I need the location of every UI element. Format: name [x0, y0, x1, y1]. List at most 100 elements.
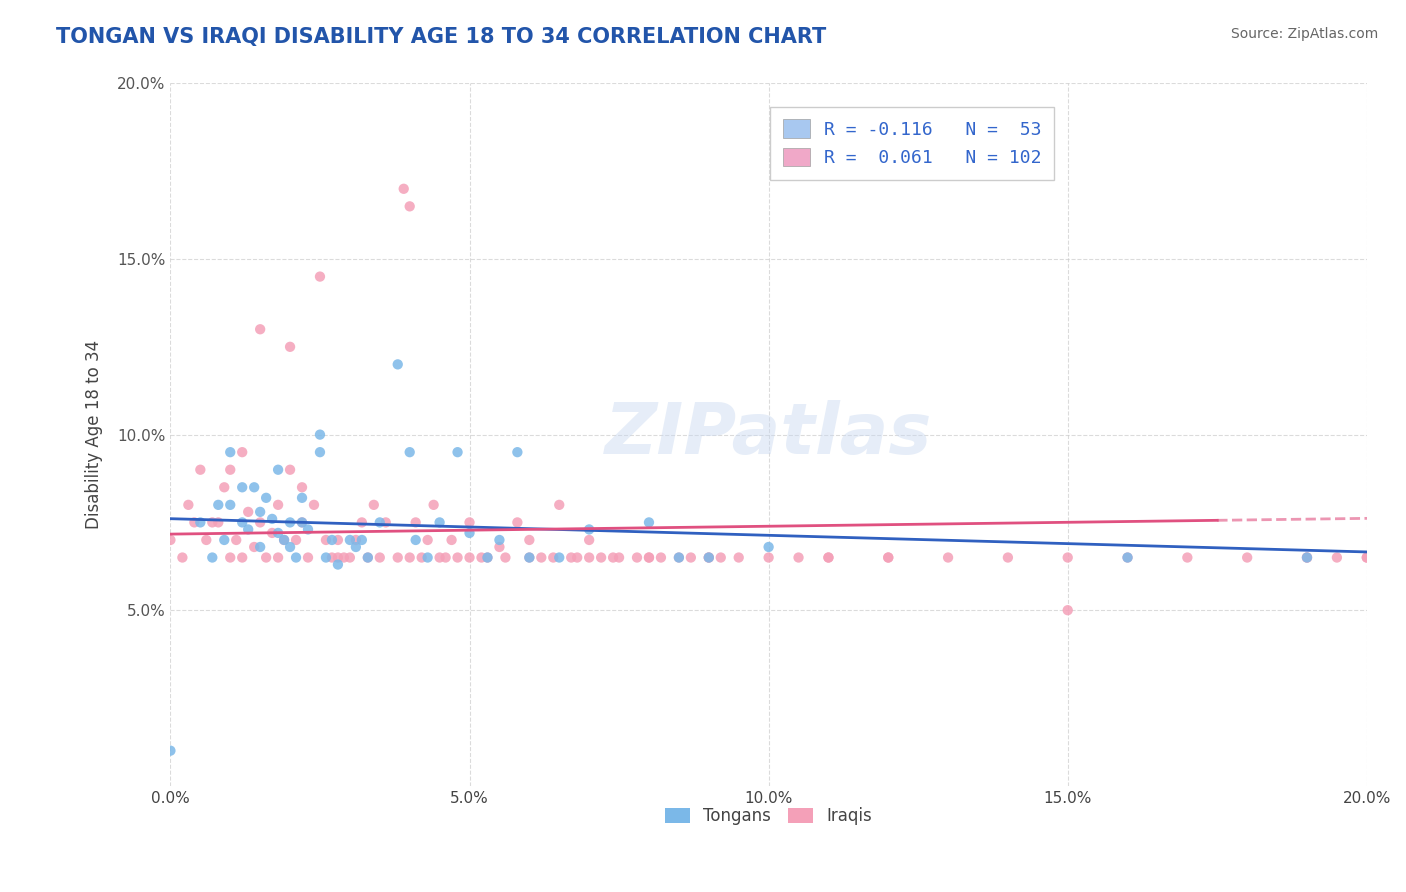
Point: [936, 550, 959, 565]
Point: [273, 533, 295, 547]
Point: [177, 498, 200, 512]
Point: [350, 533, 373, 547]
Point: [517, 550, 540, 565]
Point: [548, 550, 571, 565]
Point: [231, 480, 253, 494]
Point: [344, 540, 367, 554]
Point: [357, 550, 380, 565]
Point: [188, 516, 211, 530]
Point: [477, 550, 499, 565]
Point: [339, 550, 361, 565]
Point: [231, 445, 253, 459]
Point: [214, 533, 236, 547]
Point: [231, 516, 253, 530]
Point: [267, 463, 290, 477]
Point: [1326, 550, 1348, 565]
Point: [602, 550, 624, 565]
Point: [315, 533, 337, 547]
Point: [262, 512, 284, 526]
Point: [578, 550, 600, 565]
Point: [297, 550, 319, 565]
Point: [434, 550, 457, 565]
Point: [411, 550, 433, 565]
Point: [368, 550, 391, 565]
Point: [326, 558, 349, 572]
Point: [302, 498, 325, 512]
Point: [560, 550, 582, 565]
Point: [506, 445, 529, 459]
Point: [219, 445, 242, 459]
Point: [249, 505, 271, 519]
Point: [344, 533, 367, 547]
Point: [243, 540, 266, 554]
Text: TONGAN VS IRAQI DISABILITY AGE 18 TO 34 CORRELATION CHART: TONGAN VS IRAQI DISABILITY AGE 18 TO 34 …: [56, 27, 827, 46]
Point: [387, 550, 409, 565]
Point: [1116, 550, 1139, 565]
Point: [309, 427, 332, 442]
Point: [458, 516, 481, 530]
Point: [1355, 550, 1378, 565]
Point: [267, 525, 290, 540]
Point: [1056, 603, 1078, 617]
Point: [309, 269, 332, 284]
Point: [243, 480, 266, 494]
Point: [159, 744, 181, 758]
Point: [315, 550, 337, 565]
Point: [787, 550, 810, 565]
Point: [877, 550, 900, 565]
Point: [429, 550, 451, 565]
Legend: Tongans, Iraqis: Tongans, Iraqis: [657, 799, 880, 834]
Point: [172, 550, 194, 565]
Point: [543, 550, 565, 565]
Point: [392, 182, 415, 196]
Point: [567, 550, 589, 565]
Point: [249, 540, 271, 554]
Text: ZIPatlas: ZIPatlas: [605, 401, 932, 469]
Point: [416, 533, 439, 547]
Text: Source: ZipAtlas.com: Source: ZipAtlas.com: [1230, 27, 1378, 41]
Point: [458, 525, 481, 540]
Point: [278, 463, 301, 477]
Point: [1056, 550, 1078, 565]
Point: [309, 445, 332, 459]
Point: [626, 550, 648, 565]
Point: [159, 533, 181, 547]
Point: [278, 340, 301, 354]
Point: [470, 550, 492, 565]
Point: [405, 516, 427, 530]
Point: [440, 533, 463, 547]
Point: [201, 516, 224, 530]
Point: [254, 550, 277, 565]
Point: [727, 550, 749, 565]
Point: [231, 550, 253, 565]
Point: [668, 550, 690, 565]
Point: [458, 550, 481, 565]
Point: [697, 550, 720, 565]
Point: [297, 523, 319, 537]
Point: [679, 550, 702, 565]
Point: [758, 540, 780, 554]
Point: [446, 445, 468, 459]
Point: [374, 516, 396, 530]
Point: [368, 516, 391, 530]
Point: [321, 533, 343, 547]
Point: [488, 540, 510, 554]
Point: [278, 540, 301, 554]
Point: [1296, 550, 1319, 565]
Point: [638, 550, 661, 565]
Point: [219, 498, 242, 512]
Point: [650, 550, 672, 565]
Point: [339, 533, 361, 547]
Point: [1116, 550, 1139, 565]
Point: [387, 357, 409, 371]
Point: [758, 550, 780, 565]
Point: [195, 533, 218, 547]
Point: [188, 463, 211, 477]
Point: [291, 516, 314, 530]
Point: [517, 533, 540, 547]
Point: [477, 550, 499, 565]
Point: [578, 523, 600, 537]
Point: [429, 516, 451, 530]
Point: [363, 498, 385, 512]
Point: [321, 550, 343, 565]
